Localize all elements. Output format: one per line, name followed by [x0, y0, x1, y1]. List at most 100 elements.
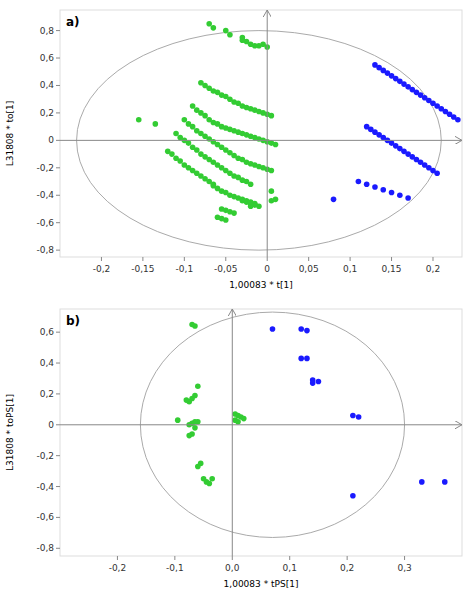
point — [184, 397, 190, 403]
y-tick — [56, 30, 60, 31]
y-tick — [56, 363, 60, 364]
point — [356, 414, 362, 420]
point — [241, 416, 247, 422]
y-tick-label: -0,2 — [36, 451, 54, 461]
y-tick — [56, 250, 60, 251]
y-tick — [56, 548, 60, 549]
point — [192, 425, 198, 431]
point — [202, 113, 208, 119]
point — [419, 479, 425, 485]
point — [298, 326, 304, 332]
point — [304, 328, 310, 334]
panel: -0,2-0,10,00,10,20,3-0,8-0,6-0,4-0,200,2… — [5, 309, 462, 589]
point — [434, 170, 440, 176]
series — [175, 322, 247, 487]
series — [136, 21, 278, 223]
point — [310, 380, 316, 386]
x-tick — [117, 556, 118, 560]
series — [331, 62, 461, 202]
point — [177, 158, 183, 164]
y-tick-label: 0 — [48, 420, 54, 430]
point — [389, 190, 395, 196]
y-tick-label: 0,4 — [40, 80, 55, 90]
x-tick — [142, 257, 143, 261]
plot-frame — [60, 309, 462, 556]
point — [206, 21, 212, 27]
point — [380, 187, 386, 193]
point — [169, 151, 175, 157]
point — [182, 117, 188, 123]
y-tick-label: -0,6 — [36, 218, 54, 228]
x-tick-label: -0,15 — [131, 264, 154, 274]
x-tick-label: 0,3 — [397, 563, 411, 573]
y-tick-label: -0,4 — [36, 190, 54, 200]
x-tick-label: -0,1 — [176, 264, 194, 274]
point — [316, 379, 322, 385]
point — [223, 28, 229, 34]
x-tick-label: 0,0 — [225, 563, 240, 573]
point — [304, 356, 310, 362]
x-tick — [289, 556, 290, 560]
x-tick-label: 0 — [264, 264, 270, 274]
point — [209, 476, 215, 482]
y-tick-label: -0,8 — [36, 245, 54, 255]
point — [248, 181, 254, 187]
point — [298, 356, 304, 362]
x-tick — [174, 556, 175, 560]
y-tick — [56, 393, 60, 394]
point — [455, 117, 461, 123]
panel-label: a) — [66, 15, 80, 29]
y-tick — [56, 85, 60, 86]
y-tick — [56, 332, 60, 333]
y-axis-label: L31808 * toPS[1] — [5, 394, 15, 471]
point — [223, 217, 229, 223]
plot-frame — [60, 10, 462, 257]
y-tick — [56, 486, 60, 487]
y-tick — [56, 222, 60, 223]
x-tick — [101, 257, 102, 261]
y-tick — [56, 455, 60, 456]
point — [405, 195, 411, 201]
point — [190, 103, 196, 109]
point — [350, 493, 356, 499]
y-tick — [56, 58, 60, 59]
x-tick — [432, 257, 433, 261]
y-tick-label: 0,4 — [40, 358, 55, 368]
x-tick-label: 0,05 — [299, 264, 319, 274]
x-tick — [308, 257, 309, 261]
point — [195, 383, 201, 389]
x-tick-label: -0,2 — [109, 563, 127, 573]
x-tick-label: 0,1 — [283, 563, 297, 573]
plot-area — [77, 21, 461, 250]
x-tick — [347, 556, 348, 560]
chart-canvas: -0,2-0,15-0,1-0,0500,050,10,150,2-0,8-0,… — [0, 0, 474, 598]
point — [269, 168, 275, 174]
point — [270, 326, 276, 332]
point — [227, 32, 233, 38]
y-tick-label: 0,2 — [40, 389, 54, 399]
point — [442, 479, 448, 485]
x-tick-label: -0,2 — [93, 264, 111, 274]
y-tick — [56, 112, 60, 113]
x-tick-label: -0,1 — [166, 563, 184, 573]
panel-label: b) — [66, 314, 80, 328]
point — [350, 413, 356, 419]
y-tick-label: -0,2 — [36, 163, 54, 173]
point — [194, 147, 200, 153]
y-tick-label: 0,6 — [40, 327, 55, 337]
point — [211, 25, 217, 31]
x-tick — [391, 257, 392, 261]
y-tick — [56, 517, 60, 518]
point — [269, 188, 275, 194]
point — [331, 197, 337, 203]
y-tick — [56, 167, 60, 168]
point — [186, 140, 192, 146]
y-zero-axis — [232, 309, 233, 556]
point — [397, 192, 403, 198]
y-tick-label: 0,6 — [40, 53, 55, 63]
x-tick — [232, 556, 233, 560]
point — [207, 481, 213, 487]
point — [195, 464, 201, 470]
y-tick-label: -0,6 — [36, 512, 54, 522]
x-tick-label: 0,2 — [426, 264, 440, 274]
